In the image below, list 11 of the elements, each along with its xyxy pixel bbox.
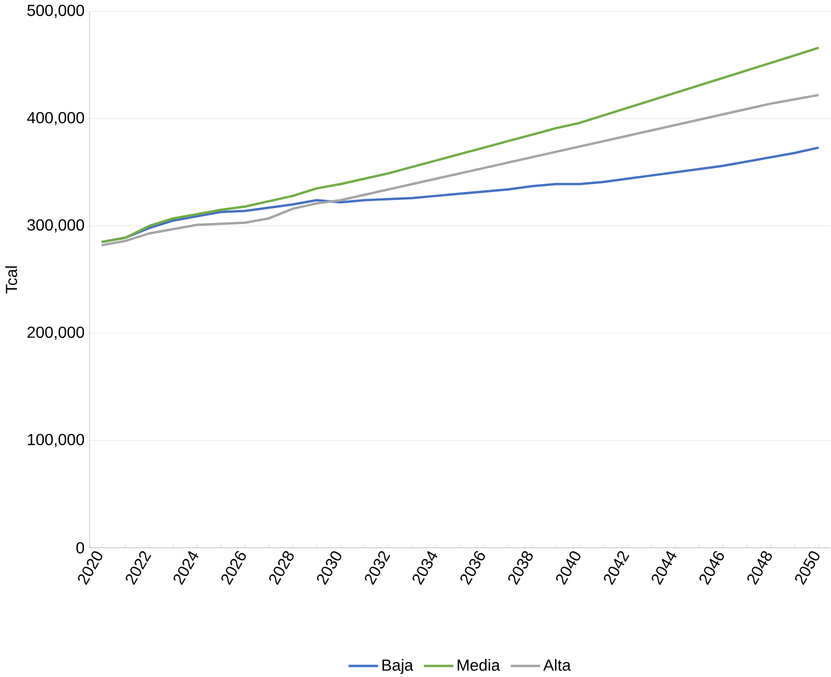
y-tick-label: 100,000 <box>28 434 84 448</box>
y-tick-label: 300,000 <box>27 220 84 233</box>
y-tick-label: 400,000 <box>27 112 84 126</box>
legend-label: Alta <box>543 659 571 672</box>
y-tick-label: 0 <box>76 542 84 554</box>
y-tick-label: 200,000 <box>28 326 84 340</box>
y-tick-label: 500,000 <box>27 4 84 18</box>
legend-label: Baja <box>382 659 414 674</box>
legend-label: Media <box>458 659 500 672</box>
y-axis-title: Tcal <box>5 266 18 294</box>
line-series <box>100 46 820 244</box>
